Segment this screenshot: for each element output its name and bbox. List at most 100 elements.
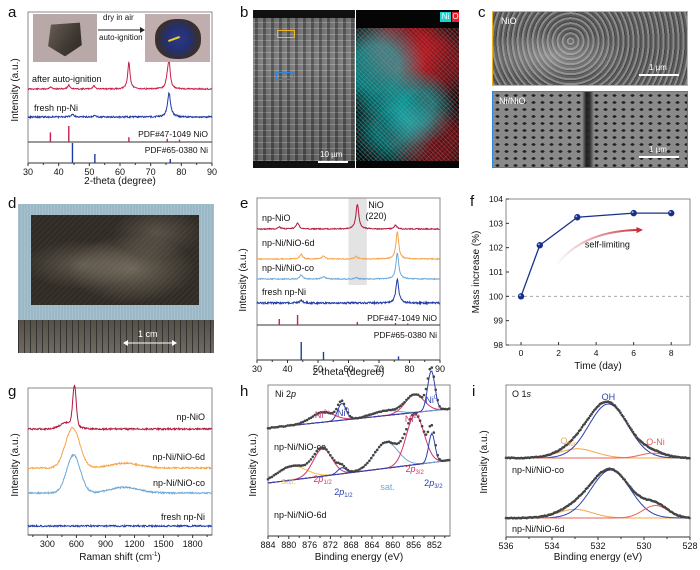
data-point: [397, 441, 400, 445]
y-axis-label: Intensity (a.u.): [248, 433, 259, 496]
curve-label-after-ignition: after auto-ignition: [32, 74, 102, 84]
inset-arrow-top-label: dry in air: [103, 13, 134, 22]
data-point: [668, 209, 675, 217]
highlight-label-line1: NiO: [368, 200, 384, 210]
ref-label-nio: PDF#47-1049 NiO: [138, 129, 208, 139]
data-point: [309, 416, 313, 420]
data-point: [284, 425, 287, 428]
data-point: [327, 411, 330, 415]
data-point: [399, 439, 402, 443]
panel-letter-g: g: [8, 383, 17, 400]
data-point: [342, 402, 346, 406]
double-arrow-icon: [123, 340, 177, 346]
data-point: [628, 485, 632, 489]
data-point: [438, 457, 441, 461]
raman-curve-1: [27, 426, 213, 471]
data-point: [327, 450, 330, 454]
data-point: [282, 467, 285, 471]
data-point: [428, 367, 432, 371]
data-point: [366, 414, 369, 417]
data-point: [430, 423, 434, 427]
data-point: [403, 432, 406, 436]
data-point: [418, 419, 422, 422]
data-point: [588, 414, 592, 418]
x-tick-label: 532: [590, 541, 605, 551]
sem-nio-surface: NiO 1 µm: [492, 11, 688, 86]
curve-label: np-Ni/NiO-co: [512, 465, 564, 475]
data-point: [409, 417, 412, 421]
data-point: [381, 409, 385, 413]
peak-label-oh: OH: [602, 392, 616, 402]
panel-title: Ni 2p: [275, 389, 296, 399]
raman-curve-0: [27, 384, 213, 432]
data-point: [321, 446, 324, 449]
data-point: [372, 453, 375, 457]
data-point: [630, 428, 633, 432]
nio-label: NiO: [501, 16, 517, 26]
x-tick-label: 876: [302, 540, 317, 550]
data-point: [385, 409, 389, 412]
data-point: [405, 427, 408, 431]
data-point: [631, 430, 635, 434]
data-point-highlight: [519, 294, 522, 297]
data-point: [286, 465, 289, 469]
data-point: [626, 482, 629, 485]
y-axis-label: Mass increase (%): [471, 231, 482, 314]
x-tick-label: 6: [631, 348, 636, 358]
data-point: [348, 414, 352, 418]
legend-ni: Ni: [440, 12, 451, 22]
data-point: [313, 413, 317, 417]
panel-letter-i: i: [472, 383, 476, 400]
data-point: [294, 423, 297, 426]
data-point: [358, 416, 361, 419]
x-tick-label: 1800: [183, 539, 203, 549]
x-tick-label: 1200: [125, 539, 145, 549]
x-tick-label: 30: [252, 364, 262, 374]
data-point: [403, 401, 406, 404]
data-point: [352, 470, 356, 473]
data-point: [627, 424, 631, 428]
data-point: [626, 422, 629, 425]
data-point-highlight: [631, 211, 634, 214]
x-tick-label: 90: [435, 364, 445, 374]
data-point: [362, 415, 365, 418]
x-tick-label: 852: [427, 540, 442, 550]
x-tick-label: 534: [544, 541, 559, 551]
data-point: [358, 468, 361, 471]
data-point: [442, 459, 445, 463]
data-point: [266, 427, 270, 430]
highlight-region-nio-220: [348, 198, 367, 285]
data-point: [331, 411, 334, 415]
series-line: [520, 212, 672, 297]
data-point: [576, 432, 580, 435]
x-tick-label: 600: [69, 539, 84, 549]
data-point: [422, 430, 426, 433]
data-point: [444, 459, 447, 462]
ref-label-ni: PDF#65-0380 Ni: [374, 330, 437, 340]
peak-label-sat: sat.: [282, 476, 297, 486]
data-point: [340, 463, 344, 466]
x-tick-label: 70: [146, 167, 156, 177]
x-tick-label: 300: [40, 539, 55, 549]
data-point: [333, 459, 336, 462]
x-tick-label: 1500: [154, 539, 174, 549]
data-point: [432, 375, 436, 378]
x-tick-label: 4: [594, 348, 599, 358]
x-tick-label: 70: [374, 364, 384, 374]
sem-ni-nio-surface: Ni/NiO 1 µm: [492, 91, 688, 168]
data-point-highlight: [575, 215, 578, 218]
data-point: [624, 419, 628, 423]
data-point: [580, 426, 584, 429]
data-point: [313, 452, 317, 456]
data-point: [375, 448, 379, 452]
data-point: [442, 407, 445, 411]
data-point: [280, 425, 283, 428]
ruler: [18, 320, 214, 353]
data-point: [413, 393, 416, 396]
data-point: [303, 419, 307, 423]
data-point: [426, 377, 430, 380]
data-point: [623, 417, 626, 421]
data-point: [370, 456, 373, 460]
x-tick-label: 50: [84, 167, 94, 177]
ni-nio-label: Ni/NiO: [499, 96, 526, 106]
